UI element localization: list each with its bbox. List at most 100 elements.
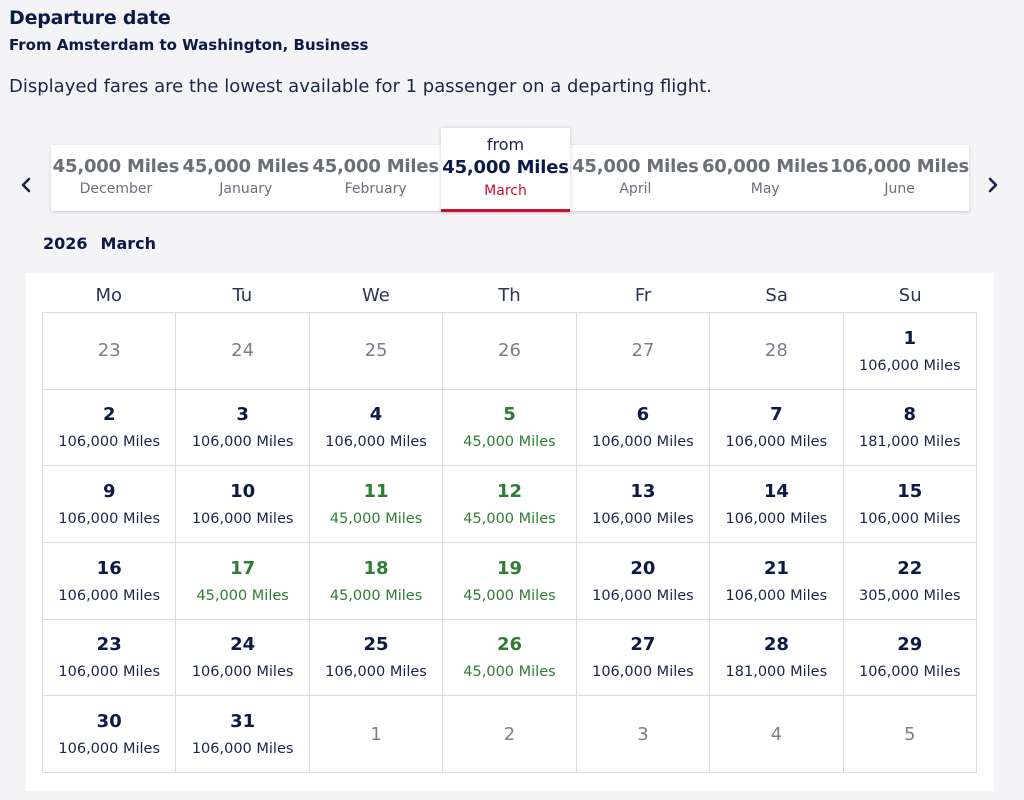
month-selector: 45,000 Miles December 45,000 Miles January 4…	[51, 128, 969, 212]
day-number: 3	[637, 723, 649, 745]
day-price: 106,000 Miles	[592, 511, 694, 528]
day-number: 2	[503, 723, 516, 745]
day-number: 17	[230, 557, 256, 579]
day-number: 7	[770, 404, 783, 426]
calendar-day-cell[interactable]: 7 106,000 Miles	[710, 389, 844, 467]
day-number: 18	[363, 557, 389, 579]
day-number: 14	[763, 481, 789, 503]
calendar-day-outside-month: 24	[176, 313, 310, 390]
day-price: 106,000 Miles	[592, 664, 694, 681]
month-tab-from-label: from	[486, 135, 525, 154]
month-tab-name: March	[484, 183, 527, 199]
calendar-day-cell[interactable]: 1 106,000 Miles	[843, 313, 977, 390]
day-number: 10	[230, 481, 256, 503]
calendar-day-cell[interactable]: 30 106,000 Miles	[43, 696, 177, 773]
day-price: 106,000 Miles	[325, 664, 427, 681]
month-tab-february[interactable]: 45,000 Miles February	[311, 145, 441, 211]
calendar-day-cell[interactable]: 18 45,000 Miles	[309, 542, 444, 620]
month-tab-name: May	[750, 181, 780, 197]
calendar-day-cell[interactable]: 2 106,000 Miles	[43, 389, 177, 467]
calendar-panel: Mo Tu We Th Fr Sa Su 23 24 25 26 27 28 1 106,000 Mile…	[26, 273, 994, 791]
calendar-day-cell[interactable]: 27 106,000 Miles	[576, 619, 711, 697]
calendar-day-cell[interactable]: 22 305,000 Miles	[843, 542, 977, 620]
day-number: 28	[764, 340, 788, 362]
calendar-day-cell[interactable]: 29 106,000 Miles	[843, 619, 977, 697]
calendar-day-cell[interactable]: 14 106,000 Miles	[710, 466, 844, 543]
day-number: 2	[102, 404, 116, 426]
month-tab-miles: 45,000 Miles	[312, 156, 439, 177]
calendar-day-cell[interactable]: 4 106,000 Miles	[309, 389, 444, 467]
month-tab-name: December	[79, 181, 153, 197]
calendar-day-outside-month: 2	[443, 696, 577, 773]
day-number: 29	[897, 634, 923, 656]
calendar-day-outside-month: 27	[576, 313, 711, 390]
day-number: 20	[630, 557, 656, 579]
calendar-day-cell[interactable]: 16 106,000 Miles	[43, 542, 177, 620]
day-number: 26	[496, 634, 523, 656]
day-number: 25	[363, 634, 389, 656]
calendar-day-cell[interactable]: 9 106,000 Miles	[43, 466, 177, 543]
day-price: 45,000 Miles	[329, 587, 423, 604]
day-number: 27	[630, 634, 656, 656]
calendar-day-cell[interactable]: 8 181,000 Miles	[843, 389, 977, 467]
month-tab-march[interactable]: from 45,000 Miles March	[440, 128, 571, 212]
day-price: 106,000 Miles	[191, 434, 294, 451]
calendar-day-outside-month: 26	[443, 313, 577, 390]
next-month-button[interactable]	[981, 172, 1005, 198]
calendar-day-outside-month: 5	[843, 696, 977, 773]
calendar-day-cell[interactable]: 15 106,000 Miles	[843, 466, 977, 543]
month-tab-name: January	[219, 181, 273, 197]
calendar-day-cell[interactable]: 3 106,000 Miles	[176, 389, 310, 467]
day-number: 8	[903, 404, 917, 426]
day-number: 1	[903, 327, 917, 349]
calendar-day-cell[interactable]: 28 181,000 Miles	[710, 619, 844, 697]
day-number: 31	[230, 711, 256, 733]
day-price: 106,000 Miles	[191, 511, 294, 528]
day-number: 1	[370, 723, 382, 745]
calendar-day-cell[interactable]: 17 45,000 Miles	[176, 542, 310, 620]
day-number: 4	[369, 404, 383, 426]
calendar-day-cell[interactable]: 6 106,000 Miles	[576, 389, 711, 467]
calendar-day-cell[interactable]: 21 106,000 Miles	[710, 542, 844, 620]
month-tab-december[interactable]: 45,000 Miles December	[51, 145, 181, 211]
month-tab-january[interactable]: 45,000 Miles January	[181, 145, 311, 211]
month-tab-may[interactable]: 60,000 Miles May	[700, 145, 830, 211]
calendar-day-cell[interactable]: 20 106,000 Miles	[576, 542, 711, 620]
selected-month-indicator	[440, 209, 571, 212]
calendar-day-cell[interactable]: 10 106,000 Miles	[176, 466, 310, 543]
calendar-day-cell[interactable]: 5 45,000 Miles	[443, 389, 577, 467]
calendar-day-cell[interactable]: 25 106,000 Miles	[309, 619, 444, 697]
weekday-label: Sa	[765, 285, 788, 306]
month-tab-name: February	[344, 181, 407, 197]
calendar-day-cell[interactable]: 24 106,000 Miles	[176, 619, 310, 697]
day-number: 5	[503, 404, 516, 426]
calendar-day-cell[interactable]: 12 45,000 Miles	[443, 466, 577, 543]
weekday-label: Fr	[634, 285, 652, 306]
month-tab-june[interactable]: 106,000 Miles June	[830, 145, 969, 211]
day-price: 106,000 Miles	[858, 664, 961, 681]
weekday-label: Th	[498, 285, 521, 306]
route-subtitle: From Amsterdam to Washington, Business	[9, 36, 369, 54]
calendar-day-cell[interactable]: 31 106,000 Miles	[176, 696, 310, 773]
day-number: 28	[763, 634, 789, 656]
day-number: 11	[363, 481, 389, 503]
calendar-day-cell[interactable]: 13 106,000 Miles	[576, 466, 711, 543]
day-number: 16	[96, 557, 122, 579]
calendar-day-cell[interactable]: 11 45,000 Miles	[309, 466, 444, 543]
day-price: 305,000 Miles	[858, 587, 961, 604]
month-tab-miles: 45,000 Miles	[182, 156, 310, 177]
day-price: 106,000 Miles	[58, 434, 161, 451]
calendar-day-cell[interactable]: 26 45,000 Miles	[443, 619, 577, 697]
prev-month-button[interactable]	[14, 172, 38, 198]
day-number: 25	[364, 340, 388, 362]
day-price: 106,000 Miles	[58, 587, 161, 604]
day-number: 4	[770, 723, 783, 745]
day-number: 27	[631, 340, 655, 362]
calendar-day-cell[interactable]: 19 45,000 Miles	[443, 542, 577, 620]
month-tab-april[interactable]: 45,000 Miles April	[570, 145, 700, 211]
day-number: 23	[96, 634, 122, 656]
chevron-left-icon	[21, 177, 31, 193]
day-price: 106,000 Miles	[592, 434, 694, 451]
fare-note: Displayed fares are the lowest available…	[9, 76, 712, 97]
calendar-day-cell[interactable]: 23 106,000 Miles	[43, 619, 177, 697]
